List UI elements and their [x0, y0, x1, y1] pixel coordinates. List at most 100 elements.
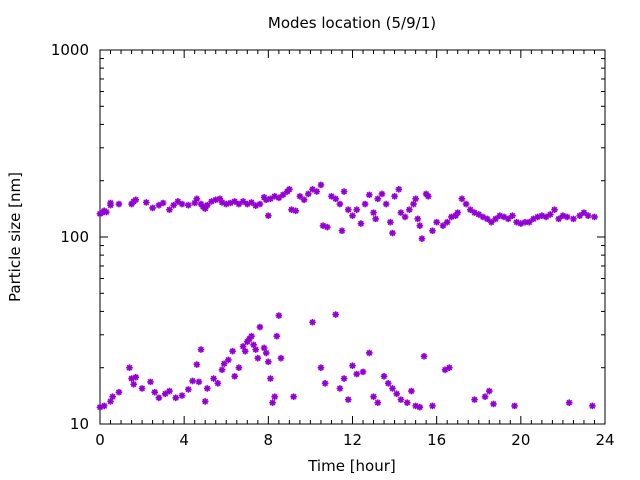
x-axis-label: Time [hour] — [307, 457, 396, 475]
data-point — [159, 199, 167, 207]
data-point — [273, 332, 281, 340]
data-point — [570, 215, 577, 223]
data-point — [241, 347, 249, 355]
data-point — [300, 196, 308, 204]
data-point — [319, 222, 327, 229]
data-point — [429, 402, 436, 410]
data-point — [467, 206, 474, 213]
data-point — [309, 318, 316, 326]
x-tick-label: 8 — [264, 431, 274, 449]
data-point — [349, 362, 356, 370]
data-point — [243, 200, 251, 208]
data-point — [408, 387, 415, 395]
data-point — [142, 199, 150, 206]
data-point — [235, 200, 243, 208]
data-point — [227, 199, 234, 207]
data-point — [267, 375, 274, 382]
data-point — [416, 222, 424, 229]
x-tick-label: 12 — [343, 431, 362, 449]
y-tick-label: 100 — [60, 228, 89, 246]
data-point — [115, 200, 123, 208]
data-point — [185, 386, 192, 393]
data-point — [395, 185, 403, 193]
data-point — [277, 354, 285, 362]
data-point — [185, 201, 192, 209]
data-point — [313, 188, 321, 195]
data-point — [525, 218, 533, 226]
data-point — [584, 212, 592, 219]
data-point — [403, 399, 411, 406]
data-point — [412, 402, 419, 410]
data-point — [511, 402, 518, 410]
data-point — [401, 213, 409, 221]
data-point — [393, 390, 400, 398]
data-point — [155, 201, 163, 209]
y-axis-label: Particle size [nm] — [6, 172, 24, 302]
data-point — [416, 403, 424, 411]
data-point — [488, 218, 495, 226]
data-point — [496, 212, 504, 219]
data-point — [361, 200, 369, 208]
data-point — [155, 394, 163, 402]
data-point — [389, 229, 396, 237]
data-point — [374, 399, 382, 406]
data-point — [509, 212, 516, 219]
data-point — [551, 206, 558, 213]
data-point — [555, 215, 563, 223]
data-point — [412, 195, 419, 203]
data-point — [406, 206, 413, 213]
data-point — [418, 235, 426, 242]
data-point — [197, 200, 205, 208]
data-point — [252, 346, 260, 353]
data-point — [492, 215, 499, 223]
data-point — [452, 212, 459, 219]
data-point — [332, 311, 339, 318]
data-point — [189, 377, 196, 385]
data-point — [195, 378, 203, 386]
axis-ticks: 0 4 8 12 16 20 24 10 100 1000 — [51, 41, 615, 449]
data-point — [193, 361, 201, 368]
data-point — [262, 349, 270, 357]
data-point — [471, 396, 478, 403]
x-tick-label: 16 — [427, 431, 446, 449]
data-point — [328, 193, 335, 200]
data-point — [132, 373, 140, 381]
data-point — [542, 213, 550, 221]
data-point — [471, 209, 478, 216]
data-point — [216, 195, 224, 203]
data-point — [344, 206, 352, 213]
data-point — [267, 195, 274, 203]
data-point — [149, 204, 156, 212]
data-point — [504, 215, 512, 223]
data-point — [248, 199, 255, 206]
data-point — [107, 199, 114, 207]
data-point — [279, 191, 287, 199]
data-point — [193, 195, 201, 203]
data-point — [254, 354, 262, 362]
data-point — [565, 399, 573, 406]
data-point — [340, 375, 348, 382]
data-points — [96, 181, 598, 411]
data-point — [271, 193, 278, 200]
data-point — [366, 191, 373, 199]
data-point — [239, 198, 247, 205]
data-point — [172, 394, 180, 402]
data-point — [115, 388, 123, 396]
data-point — [275, 312, 283, 319]
data-point — [433, 218, 440, 226]
data-point — [220, 360, 228, 368]
data-point — [130, 381, 137, 388]
data-point — [397, 209, 405, 216]
data-point — [479, 213, 487, 221]
data-point — [534, 213, 541, 221]
data-point — [218, 199, 226, 206]
data-point — [138, 385, 146, 392]
data-point — [126, 364, 133, 372]
data-point — [448, 213, 455, 221]
data-point — [559, 212, 567, 219]
data-point — [100, 402, 108, 410]
data-point — [161, 390, 169, 398]
data-point — [201, 205, 209, 212]
data-point — [530, 215, 537, 223]
